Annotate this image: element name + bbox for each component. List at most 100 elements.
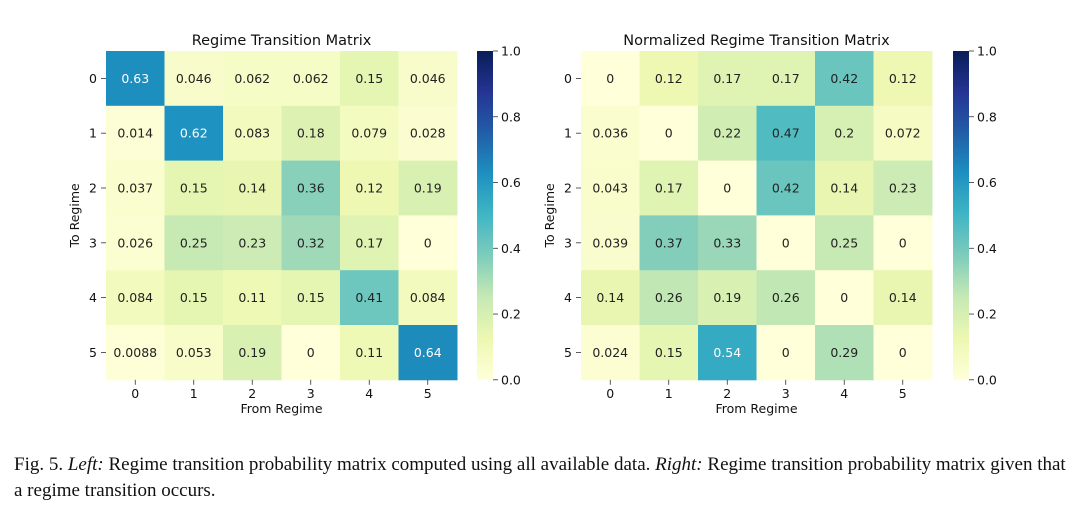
heatmap-cell [106, 51, 165, 107]
cell-value-label: 0.19 [238, 345, 266, 360]
cell-value-label: 0 [665, 126, 673, 141]
y-tick-label: 3 [564, 235, 572, 250]
heatmap-cell [281, 105, 341, 162]
x-tick-label: 5 [899, 386, 907, 401]
cell-value-label: 0.18 [297, 126, 325, 141]
cell-value-label: 0.62 [180, 126, 208, 141]
y-axis-label: To Regime [542, 183, 557, 249]
heatmap-right: Normalized Regime Transition Matrix 0 0.12… [542, 33, 997, 416]
heatmap-cell [581, 215, 640, 271]
cell-value-label: 0.25 [180, 235, 208, 250]
cell-value-label: 0.14 [830, 181, 858, 196]
cell-value-label: 0.25 [830, 235, 858, 250]
cell-value-label: 0.22 [713, 126, 741, 141]
cell-value-label: 0.42 [772, 181, 800, 196]
heatmap-cell [873, 160, 933, 216]
x-tick-label: 1 [190, 386, 198, 401]
x-tick-label: 1 [665, 386, 673, 401]
heatmap-cell [281, 325, 341, 381]
heatmap-cell [398, 270, 458, 326]
cell-value-label: 0.17 [655, 181, 683, 196]
cell-value-label: 0.072 [885, 126, 921, 141]
x-axis-label: From Regime [240, 401, 322, 416]
y-tick-label: 4 [89, 290, 97, 305]
cell-value-label: 0.19 [713, 290, 741, 305]
x-tick-label: 4 [840, 386, 848, 401]
heatmap-cell [106, 325, 165, 381]
cell-value-label: 0.079 [351, 126, 387, 141]
colorbar-tick-label: 0.6 [501, 175, 521, 190]
cell-value-label: 0.14 [596, 290, 624, 305]
heatmap-cell [698, 160, 757, 216]
heatmap-cell [756, 160, 816, 216]
cell-value-label: 0.12 [889, 71, 917, 86]
colorbar-tick-label: 0.0 [501, 372, 521, 387]
y-tick-label: 5 [89, 345, 97, 360]
cell-value-label: 0.014 [117, 126, 153, 141]
heatmap-cell [756, 215, 816, 271]
colorbar-tick-label: 0.4 [501, 241, 521, 256]
cell-value-label: 0.084 [410, 290, 446, 305]
heatmap-cell [873, 215, 933, 271]
colorbar-tick-label: 0.4 [977, 241, 997, 256]
heatmap-cell [106, 270, 165, 326]
cell-value-label: 0.37 [655, 235, 683, 250]
cell-value-label: 0.41 [355, 290, 383, 305]
heatmap-cell [873, 105, 933, 162]
x-tick-label: 3 [307, 386, 315, 401]
heatmap-cell [398, 160, 458, 216]
heatmap-cell [340, 160, 399, 216]
colorbar [477, 51, 493, 380]
heatmap-cell [164, 51, 224, 107]
heatmap-cell [223, 160, 282, 216]
cell-value-label: 0.64 [414, 345, 442, 360]
heatmap-cell [873, 325, 933, 381]
heatmap-cell [756, 325, 816, 381]
caption-label: Fig. 5. [14, 454, 64, 475]
cell-value-label: 0.15 [655, 345, 683, 360]
heatmap-cell [639, 270, 699, 326]
heatmap-cell [340, 270, 399, 326]
chart-title: Regime Transition Matrix [192, 33, 372, 49]
cell-value-label: 0.11 [355, 345, 383, 360]
heatmap-cell [164, 160, 224, 216]
cell-value-label: 0 [307, 345, 315, 360]
cell-value-label: 0.12 [355, 181, 383, 196]
cell-value-label: 0.23 [238, 235, 266, 250]
cell-value-label: 0.29 [830, 345, 858, 360]
heatmap-cell [106, 215, 165, 271]
x-tick-label: 0 [131, 386, 139, 401]
cell-value-label: 0.053 [176, 345, 212, 360]
cell-value-label: 0.11 [238, 290, 266, 305]
heatmap-cell [639, 51, 699, 107]
heatmap-cell [756, 51, 816, 107]
heatmap-cell [815, 160, 874, 216]
y-tick-label: 0 [564, 71, 572, 86]
heatmap-cell [398, 325, 458, 381]
x-tick-label: 5 [424, 386, 432, 401]
heatmap-cell [106, 160, 165, 216]
y-tick-label: 1 [89, 126, 97, 141]
heatmap-cell [581, 160, 640, 216]
cell-value-label: 0.026 [117, 235, 153, 250]
heatmap-cell [340, 325, 399, 381]
cell-value-label: 0.039 [592, 235, 628, 250]
colorbar-tick-label: 0.2 [501, 307, 521, 322]
colorbar-tick-label: 0.2 [977, 307, 997, 322]
cell-value-label: 0.15 [297, 290, 325, 305]
cell-value-label: 0.17 [355, 235, 383, 250]
heatmap-cell [340, 51, 399, 107]
colorbar [953, 51, 969, 380]
cell-value-label: 0 [899, 345, 907, 360]
heatmap-cell [164, 215, 224, 271]
y-tick-label: 2 [89, 181, 97, 196]
cell-value-label: 0.15 [180, 290, 208, 305]
heatmap-cell [581, 105, 640, 162]
x-tick-label: 0 [606, 386, 614, 401]
cell-value-label: 0.15 [355, 71, 383, 86]
heatmap-cell [639, 160, 699, 216]
caption-right-text: Regime transition probability matrix giv… [14, 454, 1066, 501]
heatmap-cell [164, 105, 224, 162]
